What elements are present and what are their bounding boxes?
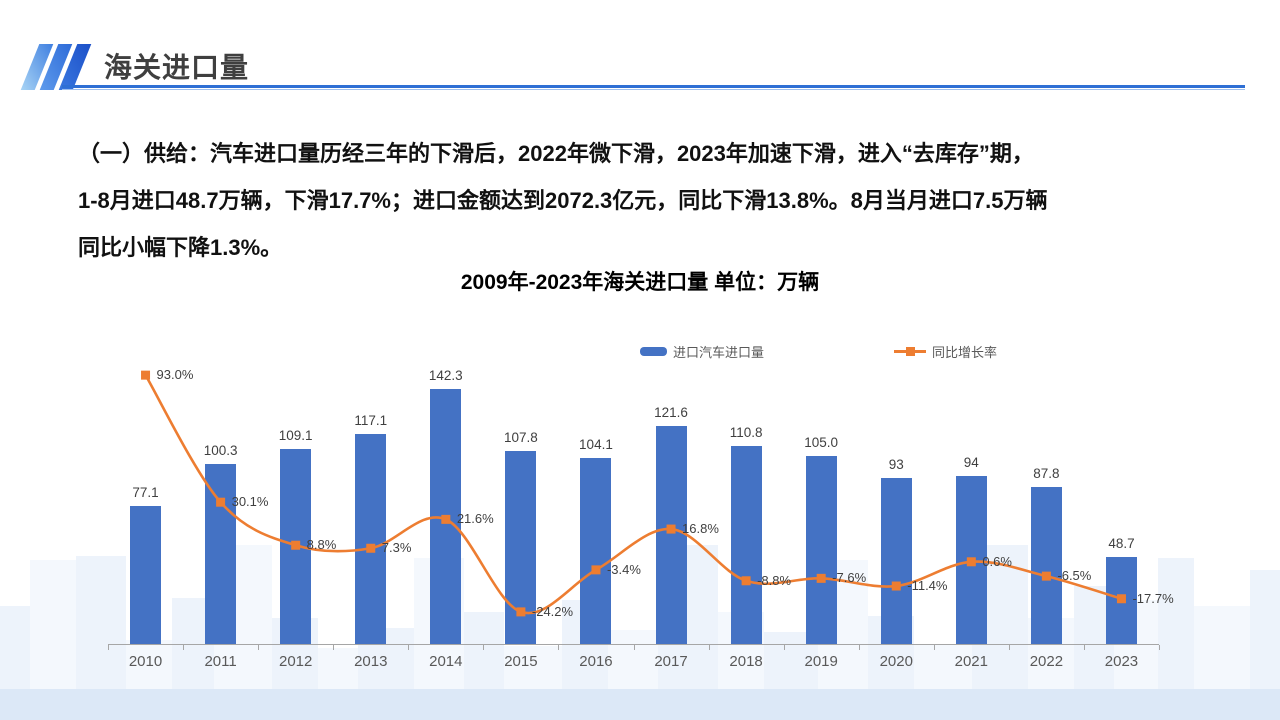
line-marker-2018: [741, 576, 751, 586]
growth-rate-line: [144, 374, 1122, 615]
line-marker-2022: [1041, 571, 1051, 581]
legend-item-bar: 进口汽车进口量: [640, 342, 764, 360]
chart-title: 2009年-2023年海关进口量 单位：万辆: [460, 271, 820, 294]
line-marker-2021: [966, 557, 976, 567]
line-marker-2011: [216, 497, 226, 507]
line-marker-2014: [441, 514, 451, 524]
legend-item-line: 同比增长率: [894, 342, 997, 360]
line-marker-2015: [516, 607, 526, 617]
bar-legend-swatch: [640, 346, 667, 356]
summary-paragraph: （一）供给：汽车进口量历经三年的下滑后，2022年微下滑，2023年加速下滑，进…: [78, 130, 1218, 271]
line-marker-2020: [891, 581, 901, 591]
line-legend-swatch: [894, 346, 926, 356]
line-marker-2010: [141, 370, 151, 380]
summary-line: 同比小幅下降1.3%。: [78, 235, 283, 260]
line-marker-2012: [291, 540, 301, 550]
page-title: 海关进口量: [104, 52, 250, 83]
line-marker-2019: [816, 573, 826, 583]
legend-label: 进口汽车进口量: [673, 344, 765, 360]
line-marker-2017: [666, 524, 676, 534]
line-marker-2016: [591, 565, 601, 575]
line-marker-2023: [1116, 594, 1126, 604]
line-legend-marker: [906, 346, 915, 356]
summary-line: 1-8月进口48.7万辆，下滑17.7%；进口金额达到2072.3亿元，同比下滑…: [78, 188, 1048, 213]
title-underline-decoration: [62, 85, 1245, 90]
legend-label: 同比增长率: [932, 344, 998, 360]
line-marker-2013: [366, 543, 376, 553]
summary-line: （一）供给：汽车进口量历经三年的下滑后，2022年微下滑，2023年加速下滑，进…: [78, 141, 1034, 166]
